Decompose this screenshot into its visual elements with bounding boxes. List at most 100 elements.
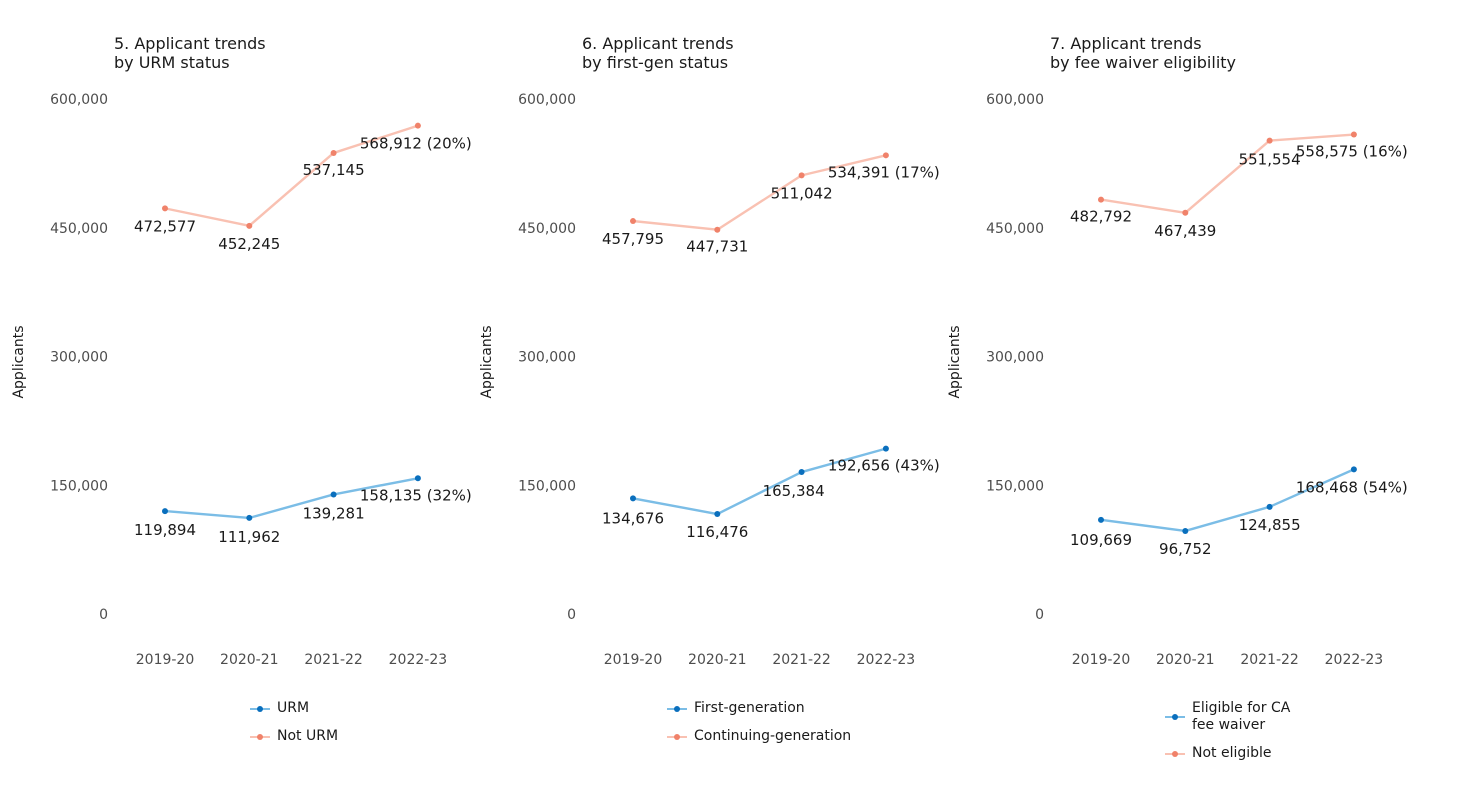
y-tick-label: 450,000 xyxy=(518,221,576,237)
legend-key-icon xyxy=(1165,714,1185,720)
legend-key-icon xyxy=(250,733,270,740)
y-tick-label: 450,000 xyxy=(986,221,1044,237)
data-point xyxy=(714,511,721,518)
series-line xyxy=(164,124,419,228)
legend-label: Continuing-generation xyxy=(694,728,852,744)
x-tick-label: 2020-21 xyxy=(688,652,747,668)
chart-title: 6. Applicant trends by first-gen status xyxy=(582,34,734,72)
chart-title: 5. Applicant trends by URM status xyxy=(114,34,266,72)
data-label: 116,476 xyxy=(686,523,748,541)
data-point xyxy=(630,218,636,225)
x-tick-label: 2019-20 xyxy=(1072,652,1131,668)
y-tick-label: 150,000 xyxy=(986,478,1044,494)
data-label: 158,135 (32%) xyxy=(360,486,472,504)
legend-label: Not URM xyxy=(277,728,339,744)
legend: First-generation Continuing-generation xyxy=(666,700,851,756)
legend-key-marker xyxy=(674,705,680,712)
series-line xyxy=(1100,468,1355,533)
data-label: 558,575 (16%) xyxy=(1296,143,1408,161)
data-label: 467,439 xyxy=(1154,222,1216,240)
x-tick-label: 2022-23 xyxy=(857,652,916,668)
data-point xyxy=(1098,196,1104,203)
data-point xyxy=(1350,466,1357,473)
data-point xyxy=(1350,131,1357,138)
y-tick-label: 600,000 xyxy=(986,92,1044,108)
y-tick-label: 300,000 xyxy=(50,350,108,366)
y-tick-label: 0 xyxy=(99,607,108,623)
data-point xyxy=(1266,137,1273,144)
data-point xyxy=(414,475,421,482)
x-tick-label: 2019-20 xyxy=(604,652,663,668)
legend-item: URM xyxy=(249,700,338,717)
data-label: 511,042 xyxy=(771,184,833,202)
chart-panel-fee-waiver: 7. Applicant trends by fee waiver eligib… xyxy=(936,0,1408,786)
x-tick-label: 2021-22 xyxy=(772,652,831,668)
data-label: 111,962 xyxy=(218,528,280,546)
y-tick-label: 0 xyxy=(567,607,576,623)
legend-label: First-generation xyxy=(694,700,805,716)
y-tick-label: 150,000 xyxy=(518,478,576,494)
x-tick-label: 2020-21 xyxy=(1156,652,1215,668)
y-tick-label: 0 xyxy=(1035,607,1044,623)
data-point xyxy=(882,152,889,159)
data-point xyxy=(1182,527,1189,534)
y-tick-label: 150,000 xyxy=(50,478,108,494)
y-tick-label: 600,000 xyxy=(518,92,576,108)
legend-key-icon xyxy=(1165,750,1185,757)
data-label: 452,245 xyxy=(218,235,280,253)
data-label: 534,391 (17%) xyxy=(828,163,940,181)
legend-key-marker xyxy=(1172,714,1178,720)
legend-key-marker xyxy=(257,733,263,740)
line-chart: 0 150,000 300,000 450,000 600,000 2019-20 2020… xyxy=(518,92,940,668)
data-point xyxy=(414,122,421,129)
x-tick-label: 2019-20 xyxy=(136,652,195,668)
data-label: 168,468 (54%) xyxy=(1296,478,1408,496)
legend-label: Not eligible xyxy=(1192,745,1272,761)
data-label: 537,145 xyxy=(303,161,365,179)
series-line xyxy=(632,154,887,231)
data-label: 109,669 xyxy=(1070,531,1132,549)
series-line xyxy=(1100,133,1354,214)
data-point xyxy=(330,491,337,498)
data-label: 165,384 xyxy=(763,482,825,500)
data-point xyxy=(246,514,253,521)
legend-key-icon xyxy=(667,705,687,712)
data-point xyxy=(714,226,721,233)
y-tick-label: 300,000 xyxy=(986,350,1044,366)
legend: URM Not URM xyxy=(249,700,338,756)
y-tick-label: 450,000 xyxy=(50,221,108,237)
legend-key-marker xyxy=(257,705,263,712)
data-point xyxy=(162,205,168,212)
data-label: 457,795 xyxy=(602,230,664,248)
series-line xyxy=(632,447,887,516)
data-point xyxy=(630,495,636,502)
data-label: 192,656 (43%) xyxy=(828,457,940,475)
series-line xyxy=(164,477,419,520)
data-label: 139,281 xyxy=(303,504,365,522)
legend-item: Not URM xyxy=(249,728,338,745)
legend-label: Eligible for CA fee waiver xyxy=(1192,700,1291,733)
data-point xyxy=(1182,209,1189,216)
data-label: 568,912 (20%) xyxy=(360,135,472,153)
data-point xyxy=(330,149,337,156)
legend-key-icon xyxy=(250,705,270,712)
data-label: 134,676 xyxy=(602,509,664,527)
x-tick-label: 2022-23 xyxy=(1325,652,1384,668)
x-tick-label: 2020-21 xyxy=(220,652,279,668)
data-point xyxy=(246,222,253,229)
line-chart: 0 150,000 300,000 450,000 600,000 2019-20 2020… xyxy=(986,92,1408,668)
y-tick-label: 300,000 xyxy=(518,350,576,366)
legend-key-marker xyxy=(674,733,680,740)
data-label: 447,731 xyxy=(686,238,748,256)
legend-item: Not eligible xyxy=(1164,745,1290,762)
legend-label: URM xyxy=(277,700,310,716)
legend-key-marker xyxy=(1172,750,1178,757)
chart-title: 7. Applicant trends by fee waiver eligib… xyxy=(1050,34,1236,72)
data-label: 482,792 xyxy=(1070,208,1132,226)
data-label: 124,855 xyxy=(1239,516,1301,534)
chart-panel-first-gen: 6. Applicant trends by first-gen status … xyxy=(468,0,940,786)
legend: Eligible for CA fee waiver Not eligible xyxy=(1164,700,1290,773)
y-tick-label: 600,000 xyxy=(50,92,108,108)
data-label: 472,577 xyxy=(134,217,196,235)
line-chart: 0 150,000 300,000 450,000 600,000 2019-20 2020… xyxy=(50,92,472,668)
